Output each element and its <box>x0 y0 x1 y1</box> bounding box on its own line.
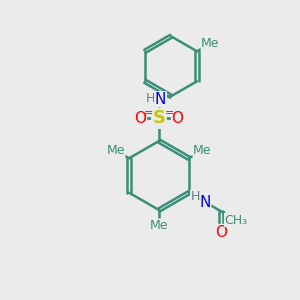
Text: N: N <box>199 195 211 209</box>
Text: Me: Me <box>106 144 125 157</box>
Text: H: H <box>145 92 155 105</box>
Text: N: N <box>155 92 166 107</box>
Text: S: S <box>152 110 166 128</box>
Text: H: H <box>191 190 200 203</box>
Text: CH₃: CH₃ <box>225 214 248 226</box>
Text: =: = <box>144 108 154 118</box>
Text: O: O <box>172 111 184 126</box>
Text: O: O <box>215 224 227 239</box>
Text: O: O <box>134 111 146 126</box>
Text: Me: Me <box>150 219 168 232</box>
Text: =: = <box>164 108 174 118</box>
Text: Me: Me <box>201 37 220 50</box>
Text: Me: Me <box>193 144 212 157</box>
